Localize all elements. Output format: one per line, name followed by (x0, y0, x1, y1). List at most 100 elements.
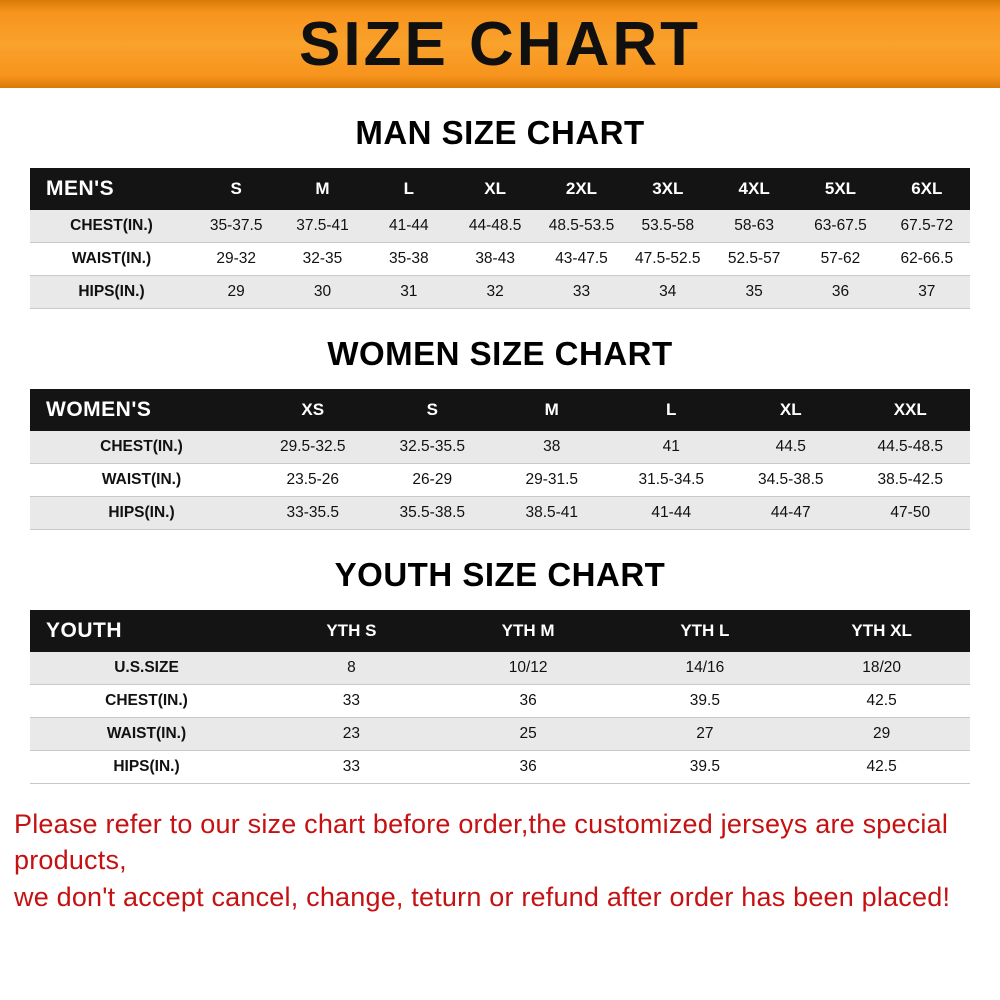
cell-value: 63-67.5 (797, 210, 884, 243)
cell-value: 47.5-52.5 (624, 242, 711, 276)
table-title-cell: MEN'S (30, 168, 193, 210)
cell-value: 38-43 (451, 242, 539, 276)
cell-value: 32 (451, 275, 539, 309)
table-row: CHEST(IN.) 29.5-32.5 32.5-35.5 38 41 44.5 44.5… (30, 431, 970, 464)
cell-value: 10/12 (439, 652, 617, 685)
table-row: HIPS(IN.) 29 30 31 32 33 34 35 36 37 (30, 275, 970, 309)
row-label: CHEST(IN.) (30, 431, 253, 464)
cell-value: 37 (883, 275, 970, 309)
table-title-cell: WOMEN'S (30, 389, 253, 431)
table-row: U.S.SIZE 8 10/12 14/16 18/20 (30, 652, 970, 685)
table-row: WAIST(IN.) 23 25 27 29 (30, 717, 970, 751)
column-header: M (492, 389, 612, 431)
man-size-heading: MAN SIZE CHART (355, 114, 645, 151)
cell-value: 58-63 (710, 210, 798, 243)
table-row: HIPS(IN.) 33-35.5 35.5-38.5 38.5-41 41-44 44-… (30, 496, 970, 530)
table-header-row: YOUTH YTH S YTH M YTH L YTH XL (30, 610, 970, 652)
cell-value: 33 (263, 750, 440, 784)
cell-value: 39.5 (616, 750, 794, 784)
column-header: 6XL (883, 168, 970, 210)
row-label: WAIST(IN.) (30, 717, 263, 751)
cell-value: 34.5-38.5 (731, 463, 851, 497)
column-header: L (611, 389, 731, 431)
row-label: WAIST(IN.) (30, 242, 193, 276)
cell-value: 62-66.5 (883, 242, 970, 276)
size-chart-banner: SIZE CHART (0, 0, 1000, 88)
cell-value: 35-38 (365, 242, 452, 276)
table-row: WAIST(IN.) 29-32 32-35 35-38 38-43 43-47.5 47.… (30, 242, 970, 276)
order-note-line: we don't accept cancel, change, teturn o… (14, 881, 951, 912)
cell-value: 36 (439, 684, 617, 718)
women-size-table: WOMEN'S XS S M L XL XXL CHEST(IN.) 29.5-32.5 32.5… (30, 389, 970, 530)
row-label: HIPS(IN.) (30, 496, 253, 530)
cell-value: 44.5 (731, 431, 851, 464)
cell-value: 27 (616, 717, 794, 751)
cell-value: 42.5 (793, 684, 970, 718)
order-note-line: Please refer to our size chart before or… (14, 809, 949, 876)
man-size-section: MAN SIZE CHART MEN'S S M L XL 2XL 3XL 4XL 5XL 6XL… (0, 114, 1000, 309)
cell-value: 29.5-32.5 (253, 431, 373, 464)
cell-value: 35-37.5 (193, 210, 280, 243)
cell-value: 29-31.5 (492, 463, 612, 497)
cell-value: 33 (263, 684, 440, 718)
column-header: YTH M (439, 610, 617, 652)
cell-value: 14/16 (616, 652, 794, 685)
column-header: XS (253, 389, 373, 431)
table-title-cell: YOUTH (30, 610, 263, 652)
cell-value: 18/20 (793, 652, 970, 685)
cell-value: 41-44 (611, 496, 731, 530)
cell-value: 35 (710, 275, 798, 309)
cell-value: 42.5 (793, 750, 970, 784)
cell-value: 48.5-53.5 (538, 210, 625, 243)
table-row: WAIST(IN.) 23.5-26 26-29 29-31.5 31.5-34.5 34… (30, 463, 970, 497)
column-header: YTH L (616, 610, 794, 652)
cell-value: 38.5-41 (492, 496, 612, 530)
cell-value: 23 (263, 717, 440, 751)
order-note: Please refer to our size chart before or… (14, 806, 986, 915)
table-row: CHEST(IN.) 35-37.5 37.5-41 41-44 44-48.5 48.5… (30, 210, 970, 243)
cell-value: 29-32 (193, 242, 280, 276)
column-header: 5XL (797, 168, 884, 210)
column-header: YTH XL (793, 610, 970, 652)
cell-value: 33-35.5 (253, 496, 373, 530)
cell-value: 8 (263, 652, 440, 685)
women-size-section: WOMEN SIZE CHART WOMEN'S XS S M L XL XXL CHEST(… (0, 335, 1000, 530)
row-label: U.S.SIZE (30, 652, 263, 685)
column-header: 4XL (710, 168, 798, 210)
column-header: XXL (850, 389, 970, 431)
cell-value: 30 (279, 275, 366, 309)
youth-size-section: YOUTH SIZE CHART YOUTH YTH S YTH M YTH L YTH… (0, 556, 1000, 784)
cell-value: 39.5 (616, 684, 794, 718)
cell-value: 29 (193, 275, 280, 309)
cell-value: 44-47 (731, 496, 851, 530)
row-label: HIPS(IN.) (30, 275, 193, 309)
row-label: CHEST(IN.) (30, 210, 193, 243)
cell-value: 26-29 (372, 463, 492, 497)
cell-value: 32-35 (279, 242, 366, 276)
cell-value: 25 (439, 717, 617, 751)
cell-value: 57-62 (797, 242, 884, 276)
column-header: S (372, 389, 492, 431)
women-size-heading: WOMEN SIZE CHART (327, 335, 673, 372)
cell-value: 37.5-41 (279, 210, 366, 243)
cell-value: 53.5-58 (624, 210, 711, 243)
column-header: M (279, 168, 366, 210)
youth-size-table: YOUTH YTH S YTH M YTH L YTH XL U.S.SIZE 8 10/12… (30, 610, 970, 784)
cell-value: 44-48.5 (451, 210, 539, 243)
cell-value: 33 (538, 275, 625, 309)
column-header: 2XL (538, 168, 625, 210)
table-header-row: WOMEN'S XS S M L XL XXL (30, 389, 970, 431)
table-header-row: MEN'S S M L XL 2XL 3XL 4XL 5XL 6XL (30, 168, 970, 210)
cell-value: 67.5-72 (883, 210, 970, 243)
cell-value: 52.5-57 (710, 242, 798, 276)
column-header: YTH S (263, 610, 440, 652)
cell-value: 31.5-34.5 (611, 463, 731, 497)
banner-title: SIZE CHART (299, 9, 701, 79)
cell-value: 43-47.5 (538, 242, 625, 276)
cell-value: 35.5-38.5 (372, 496, 492, 530)
cell-value: 38.5-42.5 (850, 463, 970, 497)
cell-value: 32.5-35.5 (372, 431, 492, 464)
cell-value: 41 (611, 431, 731, 464)
cell-value: 38 (492, 431, 612, 464)
man-size-table: MEN'S S M L XL 2XL 3XL 4XL 5XL 6XL CHEST(IN.) 35-37… (30, 168, 970, 309)
